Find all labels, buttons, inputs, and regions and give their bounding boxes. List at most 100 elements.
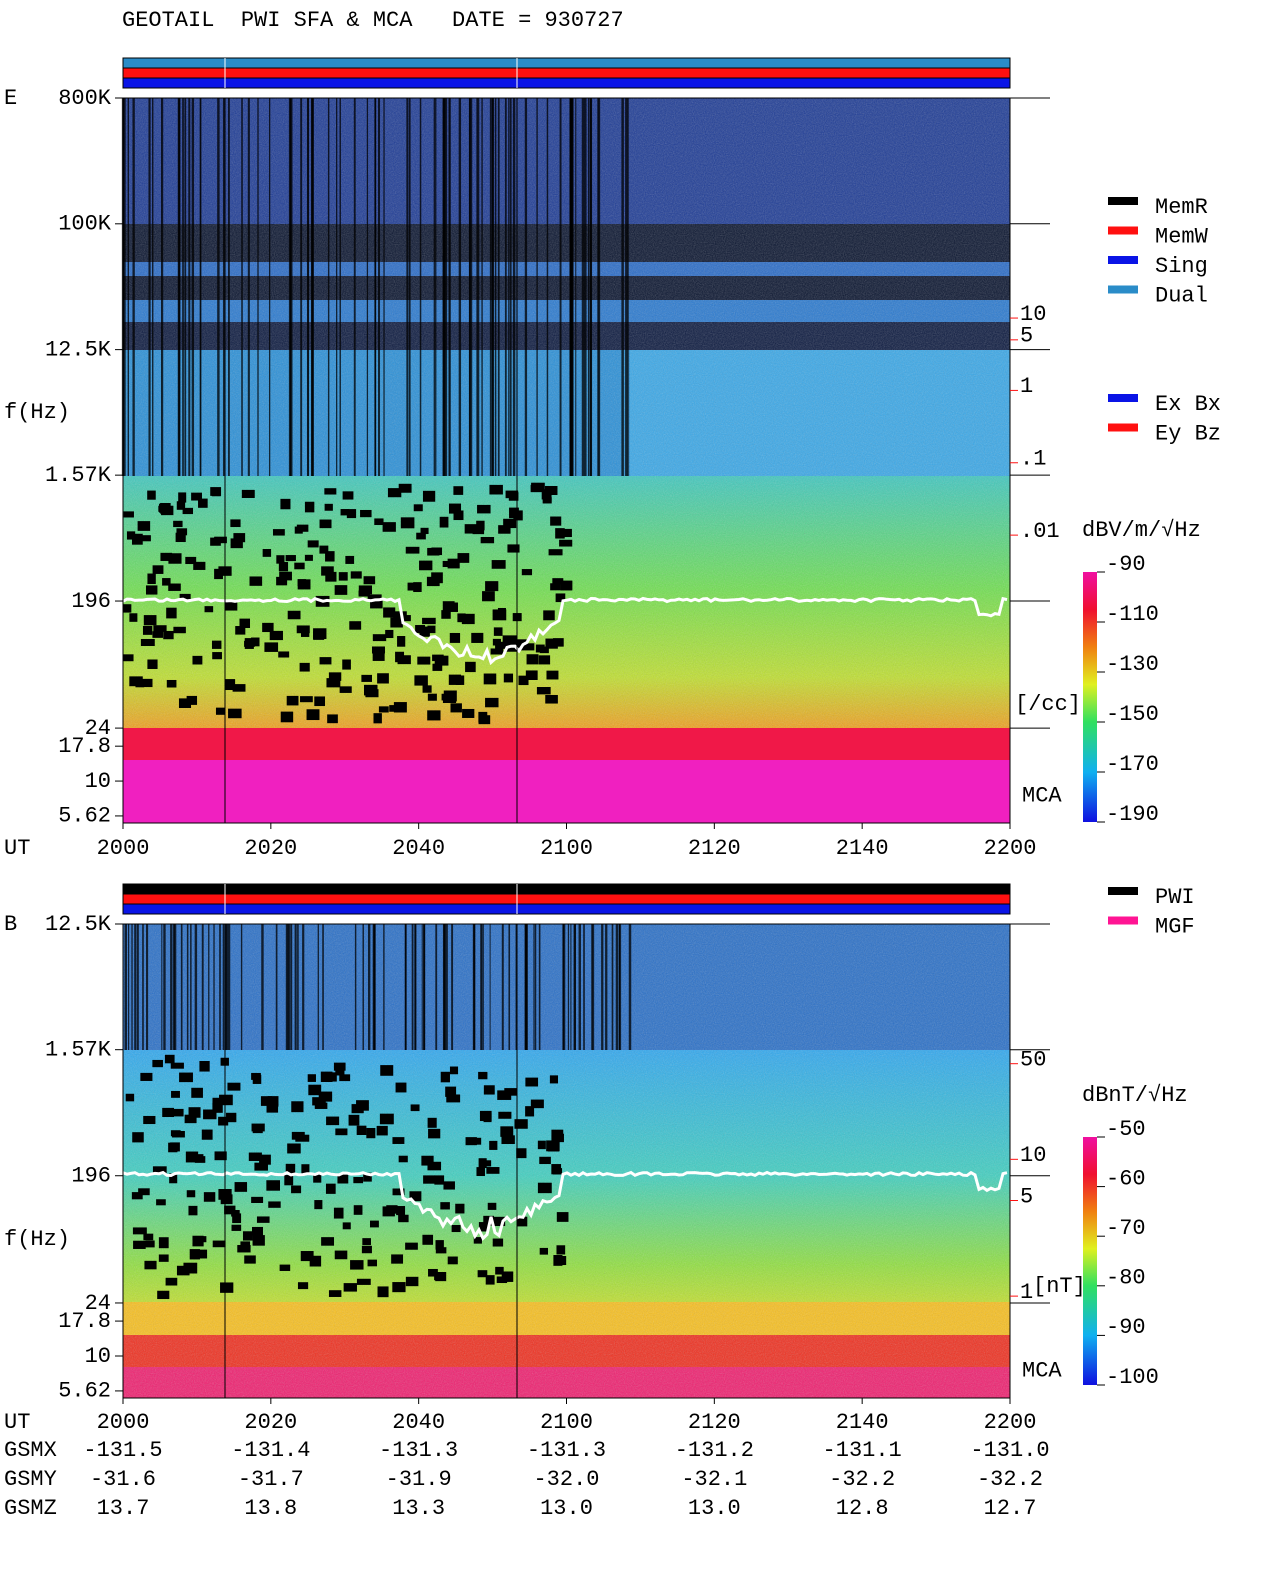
texture (427, 625, 436, 634)
texture (286, 695, 299, 706)
texture (201, 1129, 213, 1140)
texture (241, 489, 255, 498)
texture (224, 1205, 236, 1215)
texture (457, 613, 466, 623)
texture (556, 1212, 569, 1222)
ephemeris-value: 13.0 (540, 1496, 593, 1521)
texture (267, 1096, 279, 1107)
texture (514, 639, 527, 650)
texture (191, 492, 202, 501)
texture (445, 1086, 457, 1097)
texture (140, 1072, 153, 1081)
legend-swatch (1108, 887, 1138, 895)
texture (173, 1108, 184, 1117)
texture (195, 1249, 208, 1259)
x-tick-label: 2100 (540, 836, 593, 861)
texture (325, 551, 335, 562)
texture (172, 1130, 185, 1138)
texture (249, 576, 263, 586)
texture (268, 1201, 281, 1208)
texture (405, 1276, 419, 1287)
texture (212, 652, 222, 660)
texture (224, 600, 238, 611)
texture (301, 1164, 310, 1175)
texture (548, 549, 563, 556)
legend-label: Dual (1155, 283, 1208, 308)
texture (487, 1202, 497, 1210)
texture (421, 1155, 434, 1166)
texture (186, 1190, 196, 1198)
texture (269, 630, 283, 641)
x-tick-label: 2020 (244, 1410, 297, 1435)
texture (279, 1264, 291, 1271)
chart-title: GEOTAIL PWI SFA & MCA DATE = 930727 (122, 8, 624, 33)
texture (308, 1084, 322, 1096)
texture (490, 1219, 504, 1226)
texture (431, 572, 443, 584)
texture (326, 1116, 340, 1126)
texture (327, 714, 338, 724)
texture (400, 615, 411, 622)
texture (435, 1247, 447, 1254)
texture (377, 673, 389, 684)
texture (553, 1255, 563, 1266)
texture (147, 659, 158, 669)
texture (186, 695, 198, 705)
texture (549, 1075, 559, 1084)
texture (370, 600, 383, 609)
texture (182, 507, 194, 515)
texture (503, 518, 517, 529)
texture (152, 1166, 167, 1174)
legend-label: Sing (1155, 254, 1208, 279)
texture (398, 483, 412, 493)
texture (461, 613, 475, 625)
texture (560, 580, 573, 591)
texture (314, 1102, 328, 1109)
texture (307, 540, 319, 548)
texture (465, 1137, 477, 1146)
colorbar (1083, 1137, 1097, 1385)
texture (432, 654, 444, 662)
texture (313, 1173, 322, 1183)
y-tick-label: 1.57K (45, 1038, 112, 1063)
texture (539, 1247, 548, 1255)
texture (312, 1097, 326, 1106)
texture (369, 1220, 379, 1228)
texture (272, 529, 285, 536)
texture (443, 1181, 455, 1190)
texture (227, 1082, 241, 1091)
texture (343, 1283, 357, 1292)
texture (335, 1065, 345, 1076)
texture (179, 593, 191, 600)
texture (143, 615, 157, 626)
texture (123, 511, 134, 518)
texture (251, 637, 260, 647)
texture (242, 1231, 253, 1241)
texture (442, 601, 455, 611)
texture (321, 566, 334, 576)
texture (501, 1135, 515, 1145)
texture (140, 638, 155, 646)
texture (199, 1061, 210, 1072)
texture (338, 572, 348, 581)
texture (477, 504, 491, 514)
texture (440, 1071, 450, 1083)
texture (432, 663, 443, 671)
ephemeris-value: -131.3 (379, 1438, 458, 1463)
texture (371, 646, 385, 654)
texture (335, 1128, 348, 1136)
texture (219, 1094, 233, 1106)
texture (410, 1104, 420, 1112)
texture (183, 1262, 198, 1274)
texture (162, 578, 171, 586)
ephemeris-label: GSMZ (4, 1496, 57, 1521)
texture (464, 524, 478, 534)
texture (491, 560, 506, 569)
texture (287, 1143, 301, 1154)
texture (427, 1117, 437, 1128)
texture (360, 509, 372, 518)
texture (551, 1164, 562, 1175)
texture (397, 636, 406, 647)
colorbar-tick-label: -90 (1106, 1315, 1146, 1340)
colorbar-tick-label: -100 (1106, 1365, 1159, 1390)
